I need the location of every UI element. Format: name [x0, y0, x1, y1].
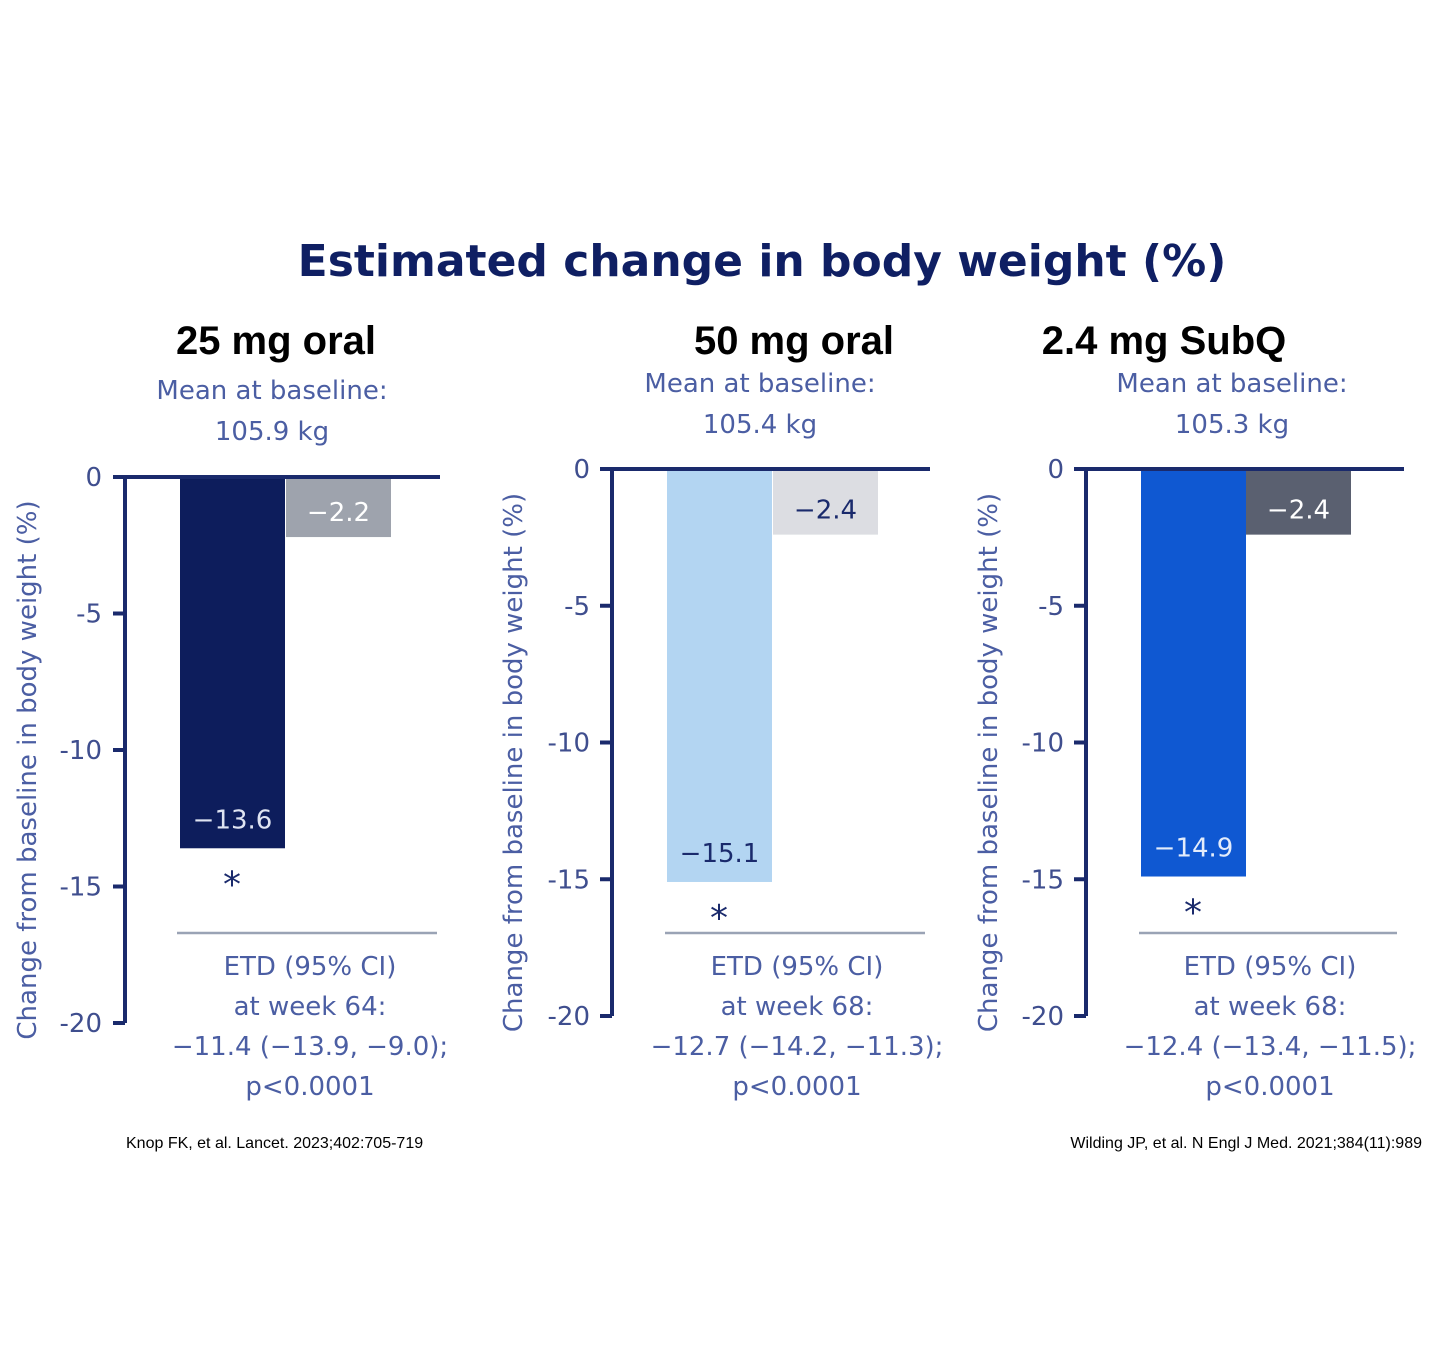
panel-title: 25 mg oral: [176, 319, 376, 363]
y-axis-title: Change from baseline in body weight (%): [499, 493, 529, 1032]
panel-2.4mg-subq: 2.4 mg SubQ Mean at baseline: 105.3 kg −…: [974, 319, 1416, 1102]
baseline-value: 105.9 kg: [215, 417, 329, 447]
baseline-value: 105.4 kg: [703, 410, 817, 440]
bar-value-label: −2.4: [794, 496, 857, 526]
bar-value-label: −13.6: [193, 805, 273, 835]
panel-50mg-oral: 50 mg oral Mean at baseline: 105.4 kg −1…: [499, 319, 943, 1102]
panel-title: 50 mg oral: [694, 319, 894, 363]
y-tick-label: -15: [60, 873, 102, 903]
bar-value-label: −2.4: [1267, 496, 1330, 526]
etd-line: −12.4 (−13.4, −11.5);: [1124, 1032, 1417, 1062]
bar-treatment: [667, 469, 772, 882]
bar-value-label: −2.2: [307, 498, 370, 528]
significance-marker: *: [223, 864, 241, 905]
y-tick-label: -20: [1022, 1002, 1064, 1032]
citation-right: Wilding JP, et al. N Engl J Med. 2021;38…: [1070, 1135, 1422, 1152]
baseline-value: 105.3 kg: [1175, 410, 1289, 440]
y-tick-label: -5: [76, 600, 102, 630]
y-tick-label: -10: [60, 736, 102, 766]
bar-treatment: [1141, 469, 1246, 877]
y-axis-title: Change from baseline in body weight (%): [13, 500, 43, 1039]
etd-line: −12.7 (−14.2, −11.3);: [651, 1032, 944, 1062]
bar-value-label: −14.9: [1154, 834, 1234, 864]
y-tick-label: -15: [548, 865, 590, 895]
baseline-label: Mean at baseline:: [644, 369, 875, 399]
baseline-label: Mean at baseline:: [156, 376, 387, 406]
y-tick-label: -10: [1022, 729, 1064, 759]
y-tick-label: -15: [1022, 865, 1064, 895]
etd-line: at week 64:: [234, 992, 387, 1022]
panel-25mg-oral: 25 mg oral Mean at baseline: 105.9 kg −1…: [13, 319, 448, 1102]
bar-placebo: [1246, 469, 1351, 535]
etd-line: −11.4 (−13.9, −9.0);: [172, 1032, 448, 1062]
y-tick-label: 0: [85, 463, 102, 493]
etd-line: ETD (95% CI): [1184, 952, 1357, 982]
etd-line: at week 68:: [1194, 992, 1347, 1022]
bar-treatment: [180, 477, 285, 849]
y-tick-label: -10: [548, 729, 590, 759]
baseline-label: Mean at baseline:: [1116, 369, 1347, 399]
panel-title: 2.4 mg SubQ: [1042, 319, 1287, 363]
etd-line: p<0.0001: [245, 1072, 374, 1102]
figure-title: Estimated change in body weight (%): [298, 236, 1227, 287]
etd-line: ETD (95% CI): [224, 952, 397, 982]
bar-value-label: −15.1: [680, 839, 760, 869]
etd-line: at week 68:: [721, 992, 874, 1022]
citation-left: Knop FK, et al. Lancet. 2023;402:705-719: [126, 1135, 423, 1152]
etd-line: p<0.0001: [732, 1072, 861, 1102]
y-tick-label: -5: [564, 592, 590, 622]
y-tick-label: -5: [1038, 592, 1064, 622]
bar-placebo: [286, 477, 391, 538]
y-tick-label: 0: [1047, 455, 1064, 485]
y-axis-title: Change from baseline in body weight (%): [974, 493, 1004, 1032]
etd-line: p<0.0001: [1205, 1072, 1334, 1102]
y-tick-label: -20: [60, 1009, 102, 1039]
y-tick-label: 0: [573, 455, 590, 485]
significance-marker: *: [1184, 893, 1202, 934]
bar-placebo: [773, 469, 878, 535]
y-tick-label: -20: [548, 1002, 590, 1032]
etd-line: ETD (95% CI): [711, 952, 884, 982]
significance-marker: *: [710, 898, 728, 939]
